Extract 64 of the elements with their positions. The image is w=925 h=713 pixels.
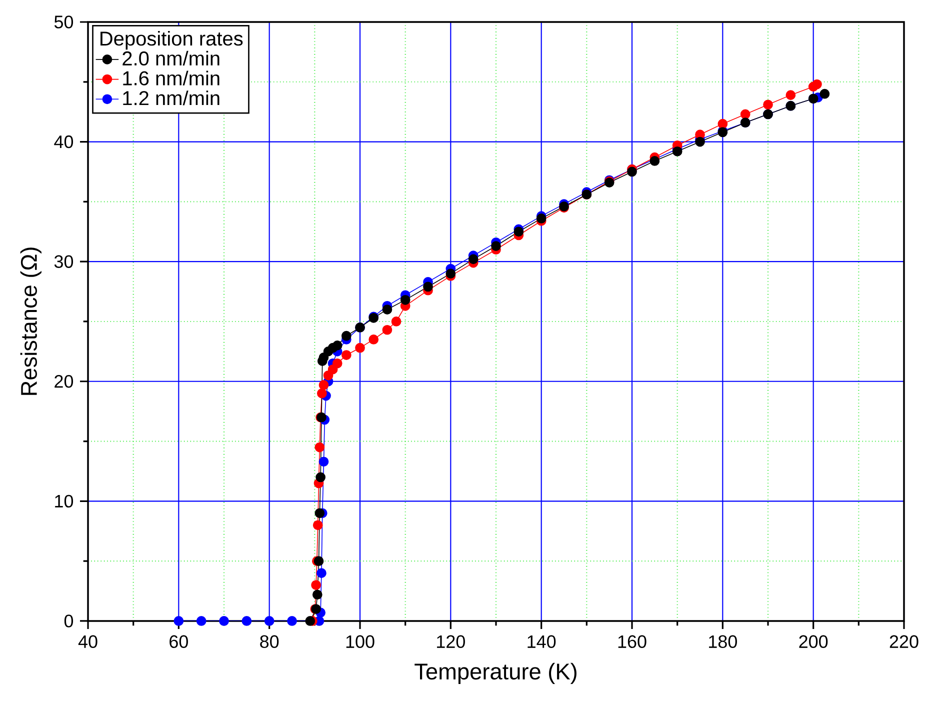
- point: [287, 616, 297, 626]
- x-axis-title: Temperature (K): [414, 662, 576, 684]
- point: [314, 442, 325, 452]
- y-tick-label: 40: [54, 135, 74, 148]
- legend-label: 2.0 nm/min: [122, 50, 220, 66]
- point: [382, 304, 392, 314]
- x-tick-label: 100: [346, 635, 374, 648]
- point: [314, 508, 325, 518]
- point: [316, 472, 326, 482]
- point: [391, 316, 402, 326]
- y-tick-label: 20: [54, 375, 74, 388]
- legend-label: 1.2 nm/min: [123, 90, 220, 106]
- y-tick-label: 10: [55, 494, 74, 508]
- x-tick-label: 140: [528, 635, 556, 648]
- point: [786, 90, 796, 100]
- x-tick-label: 220: [890, 635, 918, 648]
- point: [332, 358, 342, 368]
- point: [316, 568, 326, 578]
- point: [763, 100, 773, 110]
- point: [820, 88, 830, 99]
- point: [536, 214, 546, 224]
- point: [355, 342, 365, 353]
- point: [400, 294, 410, 305]
- point: [318, 456, 329, 467]
- legend-title: Deposition rates: [100, 30, 243, 50]
- point: [718, 118, 728, 129]
- x-tick-label: 160: [618, 635, 646, 648]
- point: [468, 254, 478, 264]
- point: [316, 388, 327, 398]
- point: [695, 136, 705, 147]
- x-tick-label: 80: [260, 635, 279, 648]
- point: [242, 616, 252, 626]
- y-tick-label: 30: [54, 255, 74, 268]
- x-tick-label: 60: [170, 635, 188, 648]
- point: [196, 616, 206, 626]
- y-axis-title: Resistance (Ω): [20, 248, 42, 395]
- point: [423, 282, 433, 292]
- x-tick-label: 200: [799, 635, 828, 648]
- x-tick-label: 180: [709, 635, 737, 648]
- point: [740, 109, 750, 120]
- x-tick-label: 40: [78, 635, 98, 648]
- point: [332, 340, 342, 350]
- point: [650, 156, 660, 166]
- point: [514, 226, 524, 237]
- x-tick-label: 120: [437, 635, 465, 648]
- point: [219, 616, 229, 626]
- y-tick-label: 50: [54, 16, 74, 28]
- point: [264, 616, 274, 626]
- point: [491, 241, 501, 251]
- point: [672, 146, 682, 156]
- point: [341, 330, 352, 341]
- point: [368, 334, 379, 344]
- point: [312, 520, 323, 530]
- legend-label: 1.6 nm/min: [123, 70, 220, 86]
- point: [174, 616, 184, 626]
- point: [446, 268, 456, 278]
- point: [341, 350, 352, 360]
- point: [318, 380, 329, 390]
- point: [312, 590, 322, 600]
- point: [382, 324, 392, 335]
- point: [627, 166, 637, 177]
- point: [311, 580, 321, 590]
- point: [812, 79, 822, 90]
- y-tick-label: 0: [64, 614, 74, 628]
